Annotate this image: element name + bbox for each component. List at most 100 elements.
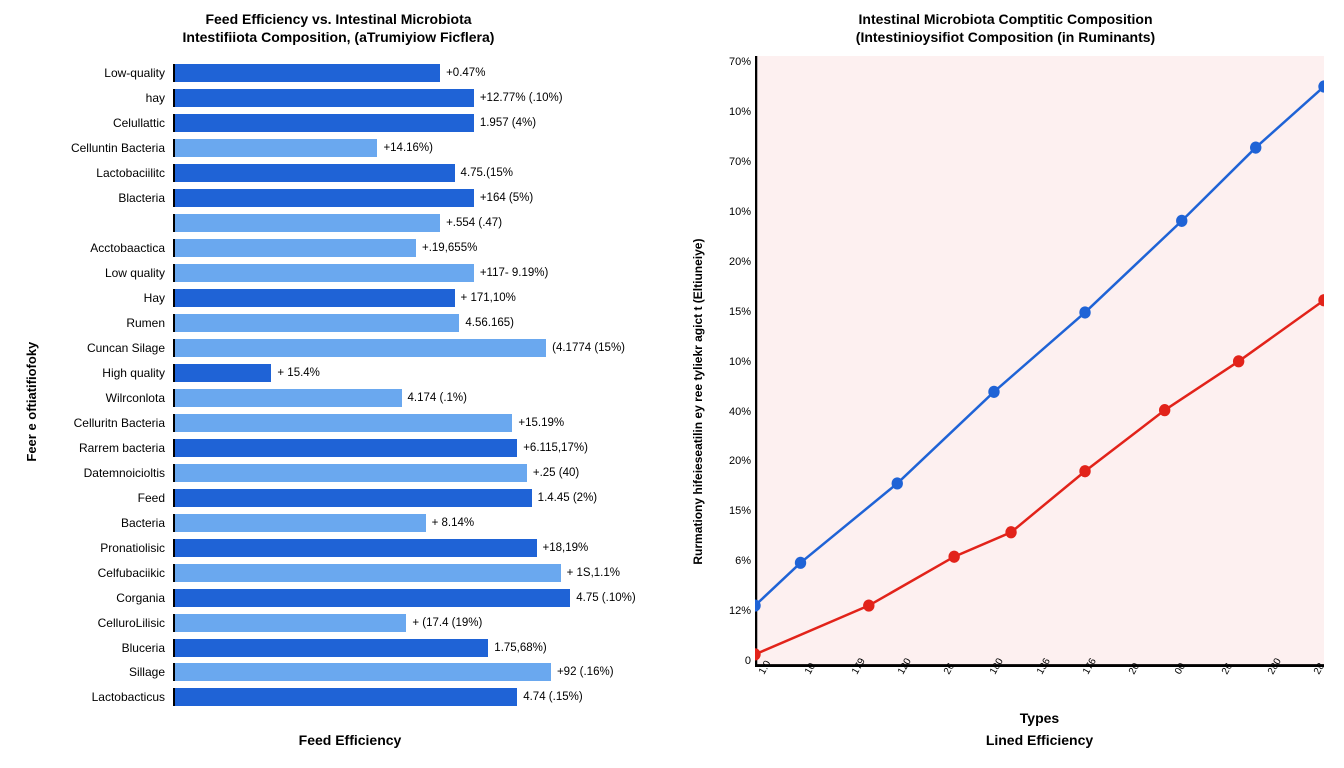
bar-track: +164 (5%): [173, 189, 657, 207]
bar-row: Low-quality+0.47%: [43, 62, 657, 84]
bar-fill: [175, 164, 455, 182]
bar-category: Celluntin Bacteria: [43, 141, 173, 155]
bar-category: Sillage: [43, 665, 173, 679]
bar-row: Lactobaciilitc4.75.(15%: [43, 162, 657, 184]
series-red-marker: [1079, 465, 1090, 477]
bar-fill: [175, 514, 426, 532]
bar-row: Blacteria+164 (5%): [43, 187, 657, 209]
bar-category: Bluceria: [43, 641, 173, 655]
bar-fill: [175, 414, 512, 432]
bar-value-label: 1.75,68%): [494, 642, 546, 654]
bar-category: Lactobaciilitc: [43, 166, 173, 180]
line-y-axis-label: Rurmationy hifeieseatilin ey ree tyliekr…: [687, 56, 709, 748]
series-blue-marker: [1079, 307, 1090, 319]
series-red-marker: [948, 551, 959, 563]
line-chart-area: Rurmationy hifeieseatilin ey ree tyliekr…: [687, 56, 1324, 748]
bar-category: Feed: [43, 491, 173, 505]
line-y-ticks: 70%10%70%10%20%15%10%40%20%15%6%12%0: [713, 56, 751, 667]
bar-fill: [175, 439, 517, 457]
bar-track: + 1S,1.1%: [173, 564, 657, 582]
series-red-marker: [1233, 356, 1244, 368]
bar-category: Celullattic: [43, 116, 173, 130]
bar-value-label: +12.77% (.10%): [480, 92, 563, 104]
bar-category: Bacteria: [43, 516, 173, 530]
bar-x-axis-label: Feed Efficiency: [43, 732, 657, 748]
bar-category: hay: [43, 91, 173, 105]
bar-fill: [175, 464, 527, 482]
bar-row: Pronatiolisic+18,19%: [43, 537, 657, 559]
bar-track: + 15.4%: [173, 364, 657, 382]
bar-track: +.25 (40): [173, 464, 657, 482]
bar-row: Lactobacticus4.74 (.15%): [43, 686, 657, 708]
bar-row: Celluritn Bacteria+15.19%: [43, 412, 657, 434]
bar-category: Rumen: [43, 316, 173, 330]
bar-row: Low quality+117- 9.19%): [43, 262, 657, 284]
bar-fill: [175, 89, 474, 107]
bar-row: hay +12.77% (.10%): [43, 87, 657, 109]
bar-chart-area: Feer e oftiatifiofoky Low-quality+0.47% h…: [20, 56, 657, 748]
bar-category: Pronatiolisic: [43, 541, 173, 555]
bar-row: Rumen 4.56.165): [43, 312, 657, 334]
bar-fill: [175, 688, 517, 706]
bar-value-label: + 171,10%: [461, 292, 516, 304]
bar-fill: [175, 539, 537, 557]
y-tick: 10%: [713, 206, 751, 218]
bar-value-label: +6.115,17%): [523, 442, 588, 454]
bar-value-label: 4.56.165): [465, 317, 514, 329]
bar-title-line1: Feed Efficiency vs. Intestinal Microbiot…: [20, 10, 657, 28]
bar-value-label: +15.19%: [518, 417, 564, 429]
bar-y-axis-label: Feer e oftiatifiofoky: [20, 56, 43, 748]
bar-track: 1.957 (4%): [173, 114, 657, 132]
bar-track: 4.74 (.15%): [173, 688, 657, 706]
bar-value-label: + 1S,1.1%: [567, 567, 620, 579]
series-blue-marker: [892, 478, 903, 490]
y-tick: 10%: [713, 106, 751, 118]
x-tick: 180: [988, 662, 1003, 676]
bar-category: Datemnoicioltis: [43, 466, 173, 480]
series-red-marker: [1159, 404, 1170, 416]
bar-track: 4.75 (.10%): [173, 589, 657, 607]
bar-row: Datemnoicioltis+.25 (40): [43, 462, 657, 484]
bar-row: Feed 1.4.45 (2%): [43, 487, 657, 509]
y-tick: 40%: [713, 406, 751, 418]
bar-fill: [175, 289, 455, 307]
bar-fill: [175, 364, 271, 382]
bar-value-label: + 15.4%: [277, 367, 320, 379]
bar-track: 1.75,68%): [173, 639, 657, 657]
bar-fill: [175, 239, 416, 257]
bar-value-label: +.19,655%: [422, 242, 477, 254]
bar-fill: [175, 214, 440, 232]
bar-value-label: + (17.4 (19%): [412, 617, 482, 629]
bar-value-label: (4.1774 (15%): [552, 342, 625, 354]
bar-category: Wilrconlota: [43, 391, 173, 405]
bar-category: High quality: [43, 366, 173, 380]
line-x-label-efficiency: Lined Efficiency: [755, 732, 1324, 748]
series-red-marker: [863, 600, 874, 612]
bar-row: Celullattic1.957 (4%): [43, 112, 657, 134]
bar-category: Hay: [43, 291, 173, 305]
bar-row: Bluceria 1.75,68%): [43, 637, 657, 659]
bar-track: +.554 (.47): [173, 214, 657, 232]
bar-track: + 8.14%: [173, 514, 657, 532]
bar-chart-panel: Feed Efficiency vs. Intestinal Microbiot…: [20, 10, 657, 748]
bar-value-label: 4.174 (.1%): [408, 392, 467, 404]
series-blue-marker: [988, 386, 999, 398]
bar-fill: [175, 614, 406, 632]
bar-category: Cuncan Silage: [43, 341, 173, 355]
bar-category: Acctobaactica: [43, 241, 173, 255]
bar-value-label: +164 (5%): [480, 192, 533, 204]
bar-category: Corgania: [43, 591, 173, 605]
bar-track: +15.19%: [173, 414, 657, 432]
bar-row: High quality + 15.4%: [43, 362, 657, 384]
line-plot-area: 70%10%70%10%20%15%10%40%20%15%6%12%0: [755, 56, 1324, 667]
bar-track: +14.16%): [173, 139, 657, 157]
bar-value-label: 1.4.45 (2%): [538, 492, 597, 504]
bar-fill: [175, 264, 474, 282]
line-x-ticks: 1.0101791202618013617620002628028: [755, 671, 1324, 682]
bar-value-label: +0.47%: [446, 67, 485, 79]
y-tick: 15%: [713, 306, 751, 318]
bar-row: +.554 (.47): [43, 212, 657, 234]
bar-fill: [175, 489, 532, 507]
line-title-line2: (Intestinioysifiot Composition (in Rumin…: [687, 28, 1324, 46]
bar-track: 4.56.165): [173, 314, 657, 332]
